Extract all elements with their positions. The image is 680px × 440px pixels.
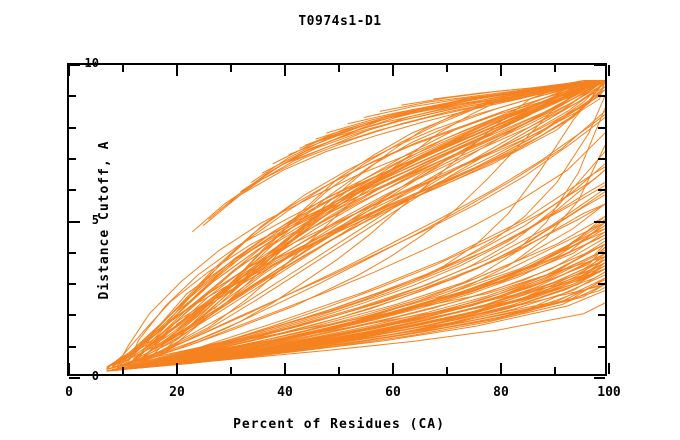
x-minor-tick-top (230, 65, 232, 72)
x-major-tick-top (284, 65, 286, 76)
x-minor-tick-top (554, 65, 556, 72)
data-curve (316, 80, 605, 139)
x-tick-label: 0 (65, 385, 73, 400)
data-curve (160, 87, 605, 354)
y-minor-tick (69, 251, 76, 254)
x-major-tick (392, 363, 394, 374)
data-curve (176, 182, 605, 355)
x-tick-label: 40 (277, 385, 293, 400)
y-minor-tick (69, 126, 76, 129)
chart-title: T0974s1-D1 (298, 14, 382, 29)
data-curves (69, 65, 605, 374)
data-curve (192, 90, 605, 306)
data-curve (198, 266, 605, 353)
y-minor-tick (69, 345, 76, 348)
data-curve (149, 84, 605, 357)
x-minor-tick (446, 367, 448, 374)
y-minor-tick (69, 283, 76, 286)
y-minor-tick (69, 314, 76, 317)
x-tick-label: 100 (597, 385, 621, 400)
y-minor-tick-right (598, 345, 605, 348)
y-minor-tick-right (598, 314, 605, 317)
data-curve (112, 80, 605, 366)
x-major-tick-top (68, 65, 70, 76)
data-curve (144, 80, 605, 355)
data-curve (133, 244, 605, 368)
data-curve (107, 80, 605, 369)
data-curve (203, 167, 605, 346)
x-minor-tick (230, 367, 232, 374)
x-major-tick (176, 363, 178, 374)
x-minor-tick (554, 367, 556, 374)
y-minor-tick-right (598, 251, 605, 254)
data-curve (219, 257, 605, 345)
x-tick-label: 80 (493, 385, 509, 400)
data-curve (187, 186, 605, 353)
data-curve (433, 80, 605, 99)
y-major-tick-right (594, 377, 605, 379)
y-minor-tick (69, 189, 76, 192)
data-curve (171, 87, 605, 348)
x-major-tick (500, 363, 502, 374)
data-curve (160, 216, 605, 361)
data-curve (155, 278, 605, 364)
x-major-tick-top (500, 65, 502, 76)
x-minor-tick (338, 367, 340, 374)
x-major-tick (608, 363, 610, 374)
data-curve (112, 80, 605, 367)
data-curve (364, 80, 605, 117)
data-curve (107, 133, 605, 369)
y-major-tick-right (594, 220, 605, 223)
plot-area: 0 5 10 0 20 40 60 80 100 Distance Cutoff, A Per… (65, 56, 621, 432)
data-curve (133, 111, 605, 364)
y-minor-tick-right (598, 189, 605, 192)
y-major-tick (69, 377, 80, 379)
data-curve (380, 80, 605, 111)
y-minor-tick-right (598, 283, 605, 286)
data-curve (123, 114, 605, 366)
data-curve (117, 170, 605, 368)
y-axis-title: Distance Cutoff, A (96, 140, 112, 299)
x-minor-tick-top (446, 65, 448, 72)
data-curve (182, 269, 605, 358)
y-tick-label: 0 (91, 369, 99, 383)
x-minor-tick (122, 367, 124, 374)
data-curve (176, 80, 605, 312)
x-major-tick-top (608, 65, 610, 76)
data-curve (133, 284, 605, 367)
x-minor-tick-top (338, 65, 340, 72)
y-minor-tick (69, 95, 76, 98)
y-minor-tick-right (598, 157, 605, 160)
y-tick-label: 5 (91, 212, 99, 227)
x-major-tick-top (392, 65, 394, 76)
data-curve (305, 80, 605, 145)
data-curve (107, 80, 605, 367)
x-minor-tick-top (122, 65, 124, 72)
data-curve (149, 80, 605, 358)
y-tick-label: 10 (84, 56, 99, 70)
data-curve (176, 204, 605, 357)
data-curve (246, 80, 605, 188)
y-major-tick (69, 64, 80, 66)
x-major-tick-top (176, 65, 178, 76)
data-curve (139, 80, 605, 358)
data-curve (160, 84, 605, 354)
y-major-tick (69, 220, 80, 223)
x-major-tick (68, 363, 70, 374)
data-curve (155, 192, 605, 362)
x-major-tick (284, 363, 286, 374)
y-minor-tick-right (598, 126, 605, 129)
data-curve (117, 96, 605, 368)
data-curve (112, 80, 605, 365)
x-tick-label: 60 (385, 385, 401, 400)
y-major-tick-right (594, 64, 605, 66)
data-curve (165, 284, 605, 361)
x-tick-label: 20 (169, 385, 185, 400)
x-axis-title: Percent of Residues (CA) (233, 417, 445, 432)
data-curve (117, 80, 605, 366)
y-minor-tick (69, 157, 76, 160)
y-minor-tick-right (598, 95, 605, 98)
